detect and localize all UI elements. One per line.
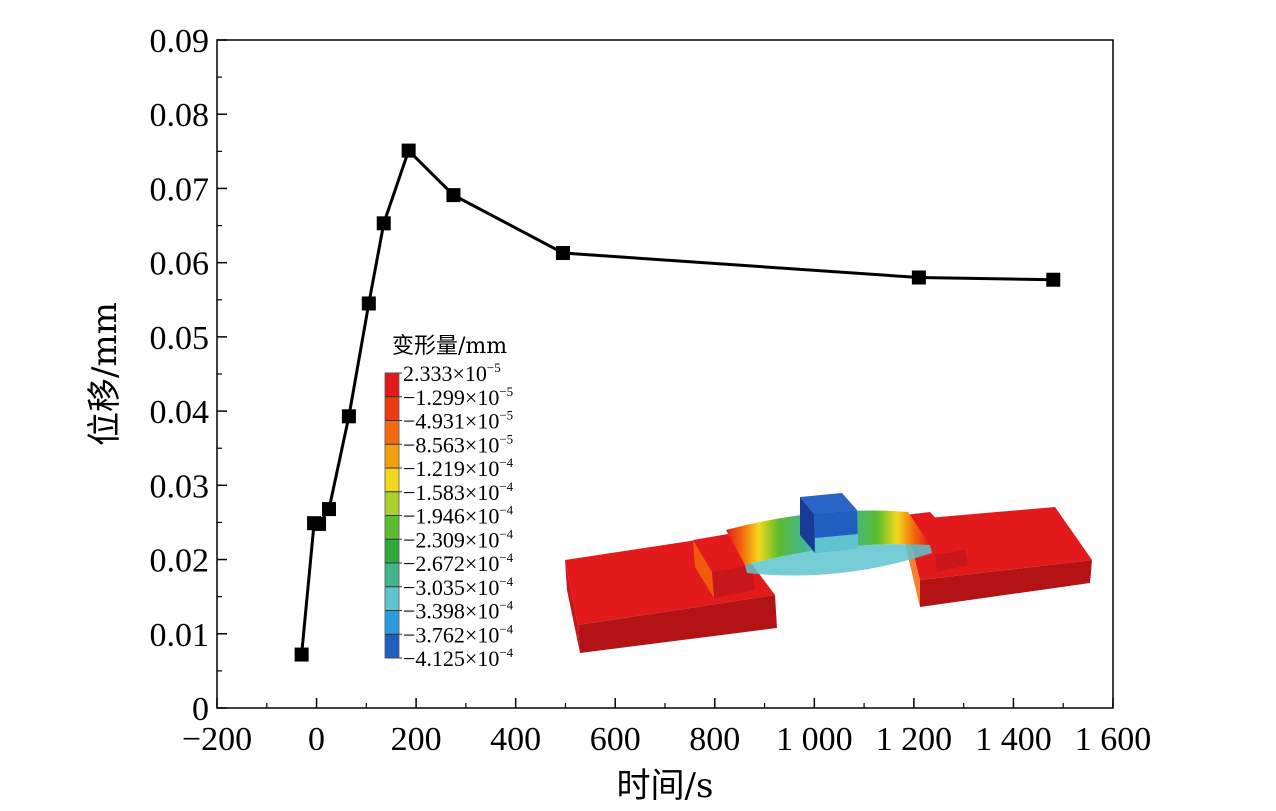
load-cube-bottom-band <box>815 534 858 553</box>
colorbar-band <box>385 444 399 469</box>
y-tick-label: 0.05 <box>150 320 210 357</box>
x-tick-label: 400 <box>490 721 541 758</box>
colorbar-band <box>385 539 399 564</box>
x-tick-label: 1 200 <box>876 721 953 758</box>
left-pad-front <box>693 540 714 598</box>
x-tick-label: 800 <box>689 721 740 758</box>
colorbar-band <box>385 396 399 421</box>
data-point <box>294 647 309 662</box>
colorbar-band <box>385 563 399 588</box>
colorbar-labels: 2.333×10−5−1.299×10−5−4.931×10−5−8.563×1… <box>403 360 514 671</box>
x-axis-ticks <box>216 698 1114 708</box>
x-tick-label: −200 <box>182 721 252 758</box>
y-axis-title: 位移/mm <box>85 302 125 446</box>
colorbar-band <box>385 586 399 611</box>
colorbar-label: −3.762×10−4 <box>403 621 514 647</box>
colorbar-label: −2.672×10−4 <box>403 550 514 576</box>
x-tick-label: 0 <box>308 721 325 758</box>
colorbar-bands <box>384 372 402 659</box>
x-tick-label: 1 000 <box>776 721 853 758</box>
colorbar-label: −3.035×10−4 <box>403 574 514 600</box>
y-tick-label: 0.07 <box>150 171 210 208</box>
x-axis-tick-labels: −200 0 200 400 600 800 1 000 1 200 1 400 1 600 <box>182 721 1151 758</box>
data-point <box>322 502 336 517</box>
colorbar: 变形量/mm 2.333×10−5−1.299×10−5−4.931×10−5−… <box>384 334 514 671</box>
y-tick-label: 0.02 <box>150 543 210 580</box>
right-pad-side <box>935 550 968 572</box>
data-point <box>555 246 570 261</box>
colorbar-title: 变形量/mm <box>392 334 507 359</box>
colorbar-label: −4.931×10−5 <box>403 408 513 434</box>
data-point <box>446 188 461 203</box>
y-tick-label: 0.01 <box>150 617 210 654</box>
colorbar-label: 2.333×10−5 <box>403 360 501 386</box>
colorbar-band <box>385 634 399 659</box>
series-markers <box>294 143 1061 662</box>
data-point <box>401 143 416 158</box>
x-tick-label: 1 600 <box>1075 721 1152 758</box>
y-axis-ticks <box>217 39 227 709</box>
y-axis-tick-labels: 0 0.01 0.02 0.03 0.04 0.05 0.06 0.07 0.08 0.09 <box>150 23 210 728</box>
colorbar-band <box>385 420 399 445</box>
right-base-side <box>920 560 1092 607</box>
load-cube-top <box>800 493 857 514</box>
left-base-end <box>565 560 580 653</box>
colorbar-band <box>385 610 399 635</box>
colorbar-band <box>385 468 399 493</box>
y-tick-label: 0.03 <box>150 468 210 505</box>
y-tick-label: 0.06 <box>150 246 210 283</box>
colorbar-band <box>385 491 399 516</box>
x-tick-label: 200 <box>391 721 442 758</box>
left-pad-side <box>712 565 755 598</box>
colorbar-label: −3.398×10−4 <box>403 598 514 624</box>
left-base-side <box>578 595 777 653</box>
data-point <box>376 216 391 231</box>
colorbar-label: −1.219×10−4 <box>403 455 514 481</box>
data-point <box>361 296 376 311</box>
data-point <box>1046 272 1061 287</box>
load-cube-front <box>800 497 815 553</box>
colorbar-label: −1.946×10−4 <box>403 503 514 529</box>
data-point <box>341 409 356 424</box>
data-point <box>911 270 926 285</box>
x-tick-label: 1 400 <box>975 721 1052 758</box>
y-tick-label: 0 <box>192 691 209 728</box>
fea-model-illustration <box>565 493 1092 653</box>
colorbar-band <box>385 515 399 540</box>
y-tick-label: 0.04 <box>150 394 210 431</box>
x-axis-title: 时间/s <box>617 766 714 806</box>
colorbar-label: −1.583×10−4 <box>403 479 514 505</box>
y-tick-label: 0.08 <box>150 97 210 134</box>
colorbar-outline <box>384 372 400 659</box>
x-tick-label: 600 <box>590 721 641 758</box>
colorbar-label: −4.125×10−4 <box>403 645 514 671</box>
right-pad-top <box>905 512 965 555</box>
colorbar-label: −8.563×10−5 <box>403 431 513 457</box>
beam-side <box>745 544 932 576</box>
y-tick-label: 0.09 <box>150 23 210 60</box>
data-point <box>312 516 327 531</box>
colorbar-label: −1.299×10−5 <box>403 384 513 410</box>
colorbar-band <box>385 373 399 398</box>
left-pad-top <box>693 534 752 572</box>
colorbar-label: −2.309×10−4 <box>403 526 514 552</box>
